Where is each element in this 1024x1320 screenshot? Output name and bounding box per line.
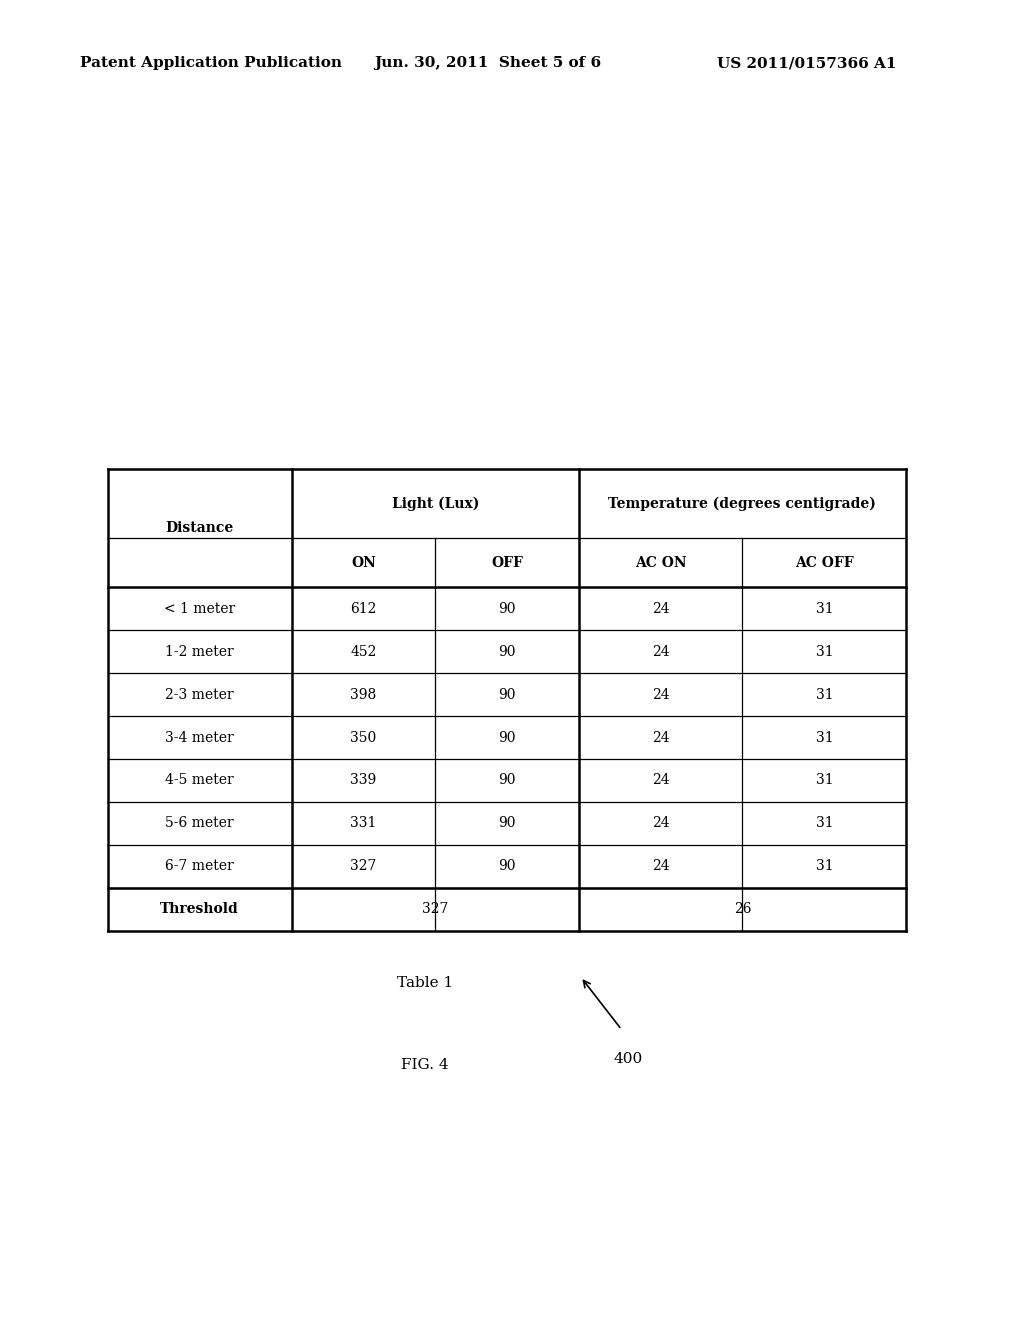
Text: 24: 24 — [651, 859, 670, 874]
Text: 327: 327 — [350, 859, 377, 874]
Text: 24: 24 — [651, 816, 670, 830]
Text: 90: 90 — [498, 730, 516, 744]
Text: AC ON: AC ON — [635, 556, 686, 570]
Text: 24: 24 — [651, 602, 670, 616]
Text: 26: 26 — [733, 902, 752, 916]
Text: 327: 327 — [422, 902, 449, 916]
Text: 24: 24 — [651, 730, 670, 744]
Text: Threshold: Threshold — [161, 902, 239, 916]
Text: 31: 31 — [815, 688, 834, 702]
Text: 90: 90 — [498, 816, 516, 830]
Text: 24: 24 — [651, 644, 670, 659]
Text: 24: 24 — [651, 688, 670, 702]
Text: Light (Lux): Light (Lux) — [391, 496, 479, 511]
Text: 31: 31 — [815, 816, 834, 830]
Text: 339: 339 — [350, 774, 377, 788]
Text: 6-7 meter: 6-7 meter — [165, 859, 234, 874]
Text: 24: 24 — [651, 774, 670, 788]
Text: 31: 31 — [815, 859, 834, 874]
Text: < 1 meter: < 1 meter — [164, 602, 236, 616]
Text: Distance: Distance — [166, 521, 233, 535]
Text: Patent Application Publication: Patent Application Publication — [80, 57, 342, 70]
Text: 1-2 meter: 1-2 meter — [165, 644, 234, 659]
Text: 3-4 meter: 3-4 meter — [165, 730, 234, 744]
Text: 5-6 meter: 5-6 meter — [165, 816, 234, 830]
Text: OFF: OFF — [490, 556, 523, 570]
Text: US 2011/0157366 A1: US 2011/0157366 A1 — [717, 57, 896, 70]
Text: 400: 400 — [613, 1052, 642, 1065]
Text: Jun. 30, 2011  Sheet 5 of 6: Jun. 30, 2011 Sheet 5 of 6 — [374, 57, 601, 70]
Text: AC OFF: AC OFF — [795, 556, 854, 570]
Text: 90: 90 — [498, 644, 516, 659]
Text: 4-5 meter: 4-5 meter — [165, 774, 234, 788]
Text: ON: ON — [351, 556, 376, 570]
Text: 31: 31 — [815, 730, 834, 744]
Text: 398: 398 — [350, 688, 377, 702]
Text: 331: 331 — [350, 816, 377, 830]
Text: Temperature (degrees centigrade): Temperature (degrees centigrade) — [608, 496, 877, 511]
Text: 452: 452 — [350, 644, 377, 659]
Text: Table 1: Table 1 — [397, 977, 453, 990]
Text: 90: 90 — [498, 602, 516, 616]
Text: 350: 350 — [350, 730, 377, 744]
Text: 31: 31 — [815, 774, 834, 788]
Text: FIG. 4: FIG. 4 — [401, 1059, 449, 1072]
Text: 31: 31 — [815, 602, 834, 616]
Text: 90: 90 — [498, 774, 516, 788]
Text: 31: 31 — [815, 644, 834, 659]
Text: 90: 90 — [498, 859, 516, 874]
Text: 90: 90 — [498, 688, 516, 702]
Text: 2-3 meter: 2-3 meter — [165, 688, 234, 702]
Text: 612: 612 — [350, 602, 377, 616]
